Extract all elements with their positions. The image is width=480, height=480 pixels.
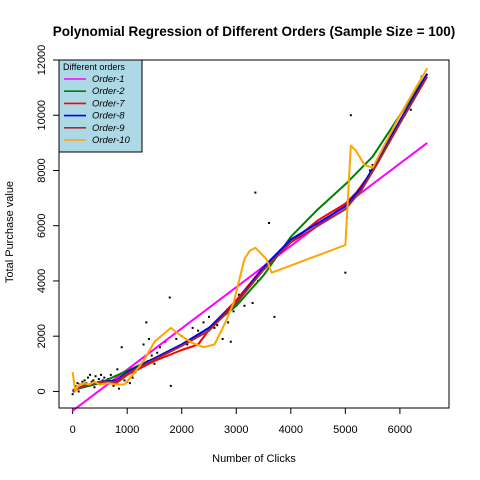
legend-label: Order-7 [92,98,125,109]
data-point [89,373,92,376]
data-point [90,380,93,383]
data-point [116,368,119,371]
data-point [71,393,74,396]
data-point [227,321,230,324]
plot-frame [58,59,450,409]
data-point [268,221,270,224]
legend-label: Order-1 [92,74,125,85]
data-point [175,337,178,340]
data-point [221,337,224,340]
data-point [128,382,131,385]
legend-label: Order-10 [92,135,131,146]
data-point [123,379,126,382]
series-line-order-1 [71,142,428,412]
data-point [101,379,104,382]
data-point [83,379,86,382]
y-axis-label: Total Purchase value [4,181,16,283]
data-point [86,376,89,379]
data-point [150,354,153,357]
data-point [156,351,159,354]
x-tick-label: 2000 [169,424,193,436]
legend-title: Different orders [63,62,125,72]
data-point [168,296,171,299]
y-tick-label: 10000 [36,100,48,131]
x-tick-label: 1000 [115,424,139,436]
data-point [273,315,276,318]
data-point [238,293,240,296]
chart-title: Polynomial Regression of Different Order… [53,24,456,39]
x-axis-label: Number of Clicks [212,453,296,465]
data-point [229,340,232,343]
data-point [409,108,412,111]
data-point [251,302,254,305]
legend-label: Order-2 [92,86,125,97]
x-axis: 0 1000 2000 3000 4000 5000 6000 [70,408,412,436]
data-point [169,384,172,387]
data-point [191,326,194,329]
data-point [76,382,79,385]
data-point [103,376,106,379]
data-point [368,169,371,172]
data-point [131,376,134,379]
data-point [344,271,347,274]
data-point [93,386,96,389]
data-point [349,114,352,117]
data-point [148,337,150,340]
data-point [216,324,219,327]
data-point [81,380,84,383]
y-tick-label: 8000 [36,158,48,182]
data-point [109,373,112,376]
data-point [77,390,80,393]
data-point [142,343,145,346]
data-point [120,346,123,349]
data-point [100,373,102,376]
data-point [97,378,100,380]
y-tick-label: 2000 [36,324,48,348]
data-point [243,304,246,307]
data-point [254,191,257,194]
series-line-order-2 [72,73,429,391]
y-tick-label: 0 [36,388,48,394]
data-point [371,163,374,166]
y-tick-label: 12000 [36,45,48,76]
x-tick-label: 4000 [279,424,303,436]
data-point [202,321,205,324]
y-tick-label: 4000 [36,269,48,293]
data-point [153,362,156,365]
data-point [208,315,210,318]
data-point [112,384,115,387]
data-point [92,379,95,382]
x-tick-label: 0 [70,424,76,436]
y-axis: 0 2000 4000 6000 8000 10000 12000 [36,45,59,394]
data-point [232,310,235,313]
series-line-order-9 [72,76,429,393]
x-tick-label: 3000 [224,424,248,436]
series-line-order-10 [71,67,429,393]
x-tick-label: 5000 [333,424,357,436]
data-point [158,346,161,349]
fit-lines [71,67,429,412]
data-point [213,326,216,329]
legend-label: Order-8 [92,111,125,122]
data-point [197,329,200,332]
data-point [118,387,120,390]
x-tick-label: 6000 [388,424,412,436]
y-tick-label: 6000 [36,213,48,237]
data-point [94,375,97,378]
data-point [186,343,189,346]
data-point [145,321,148,324]
legend-label: Order-9 [92,123,125,134]
legend-box [58,59,143,153]
